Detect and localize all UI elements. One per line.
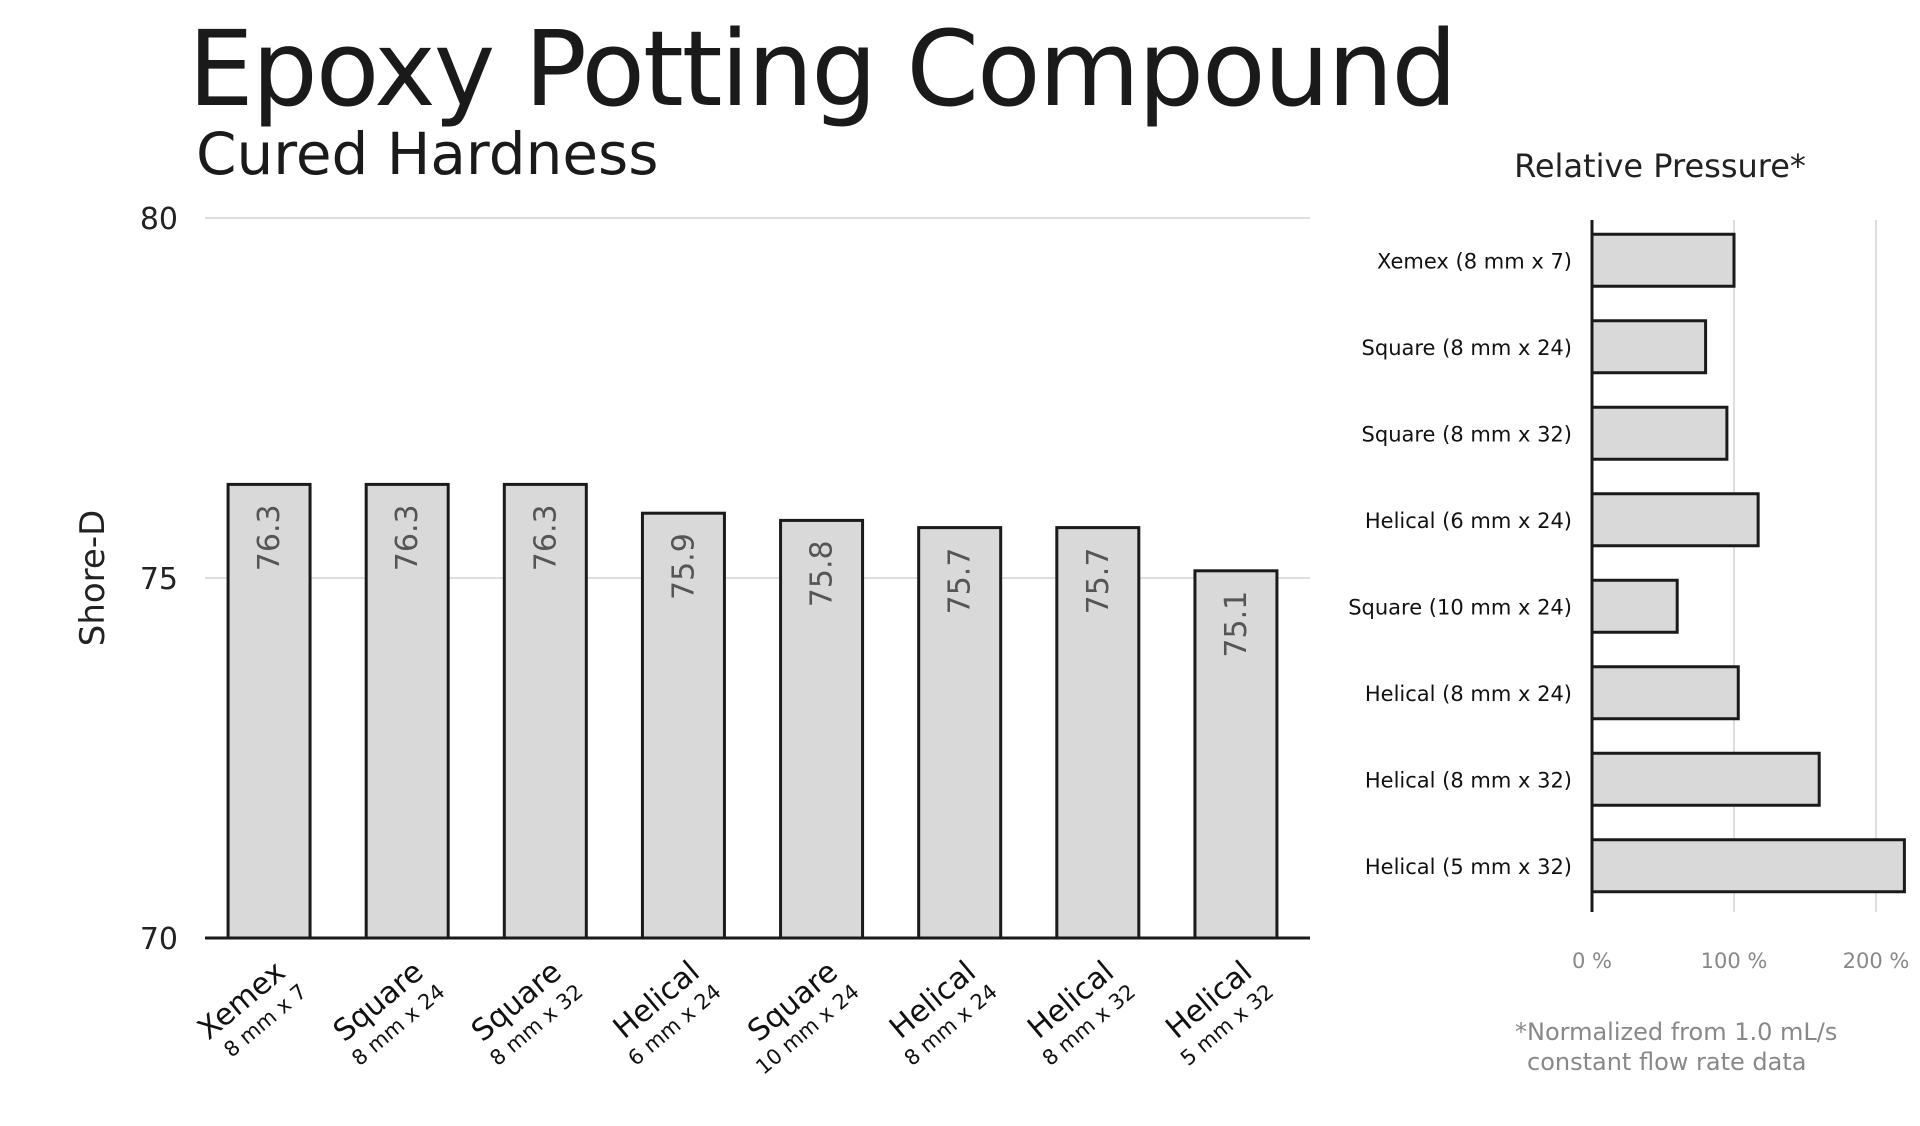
chart-title: Epoxy Potting Compound	[188, 8, 1457, 130]
x-tick-label: 100 %	[1701, 949, 1768, 973]
footnote-line-2: constant flow rate data	[1527, 1048, 1806, 1076]
bar	[917, 526, 1003, 940]
y-tick-label: Helical (8 mm x 32)	[1365, 768, 1572, 792]
bar	[226, 482, 312, 940]
bar	[1590, 319, 1708, 375]
bar-value-label: 75.7	[1081, 548, 1116, 615]
side-chart-title: Relative Pressure*	[1514, 147, 1806, 185]
bar	[1590, 232, 1736, 288]
bar-value-label: 76.3	[528, 504, 563, 571]
bar	[640, 511, 726, 940]
y-tick-label: 80	[140, 202, 178, 237]
y-tick-label: Helical (6 mm x 24)	[1365, 509, 1572, 533]
y-tick-label: Square (8 mm x 32)	[1362, 422, 1572, 446]
y-tick-label: Square (8 mm x 24)	[1362, 336, 1572, 360]
y-tick-label: Helical (5 mm x 32)	[1365, 855, 1572, 879]
bar-value-label: 75.9	[666, 533, 701, 600]
bar	[1193, 569, 1279, 940]
footnote-line-1: *Normalized from 1.0 mL/s	[1515, 1018, 1837, 1046]
y-tick-label: Square (10 mm x 24)	[1348, 595, 1572, 619]
bar-value-label: 75.7	[943, 548, 978, 615]
bar	[1590, 751, 1821, 807]
bar-value-label: 75.1	[1219, 591, 1254, 658]
y-tick-label: 75	[140, 562, 178, 597]
bar	[1055, 526, 1141, 940]
bar-value-label: 76.3	[390, 504, 425, 571]
bar	[779, 518, 865, 940]
bar	[364, 482, 450, 940]
bar	[1590, 838, 1906, 894]
bar	[1590, 578, 1679, 634]
y-axis-label: Shore-D	[73, 510, 113, 647]
x-tick-label: 200 %	[1843, 949, 1910, 973]
chart-subtitle: Cured Hardness	[196, 120, 659, 188]
y-tick-label: Xemex (8 mm x 7)	[1377, 249, 1572, 273]
bar	[502, 482, 588, 940]
bar	[1590, 492, 1760, 548]
bar	[1590, 405, 1729, 461]
bar-value-label: 76.3	[252, 504, 287, 571]
x-tick-label: 0 %	[1572, 949, 1612, 973]
y-tick-label: Helical (8 mm x 24)	[1365, 682, 1572, 706]
y-tick-label: 70	[140, 922, 178, 957]
bar	[1590, 665, 1740, 721]
bar-value-label: 75.8	[805, 540, 840, 607]
